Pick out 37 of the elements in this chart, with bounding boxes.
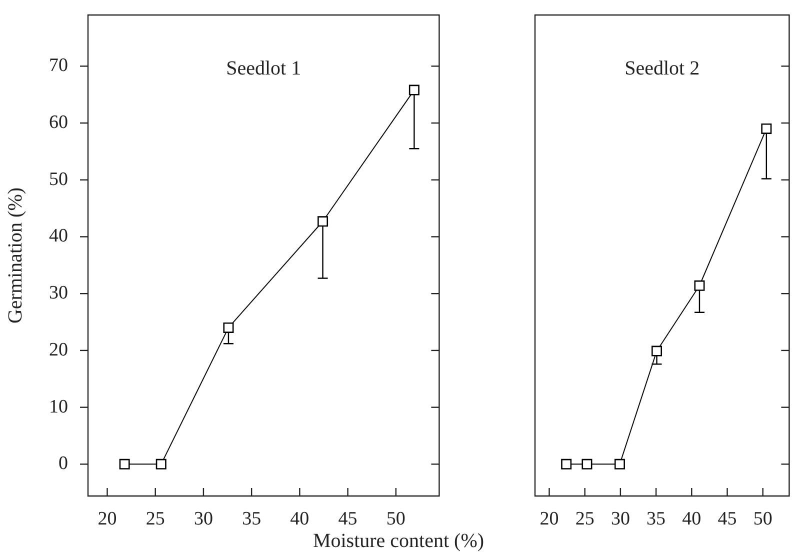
x-tick-label: 40 bbox=[682, 508, 702, 530]
x-tick-label: 40 bbox=[290, 508, 310, 530]
point bbox=[156, 458, 166, 470]
point bbox=[652, 346, 662, 356]
x-tick-label: 25 bbox=[146, 508, 165, 530]
text: Seedlot 2 bbox=[624, 57, 700, 80]
x-tick-label: 25 bbox=[575, 508, 594, 530]
x-tick-label: 20 bbox=[540, 508, 559, 530]
y-axis-title: Germination (%) bbox=[4, 187, 26, 324]
x-tick-label: 45 bbox=[338, 508, 358, 530]
point bbox=[761, 123, 772, 134]
x-tick-label: 35 bbox=[646, 508, 666, 530]
x-tick-label: 45 bbox=[718, 508, 737, 530]
point bbox=[408, 84, 420, 96]
x-axis-title: Moisture content (%) bbox=[312, 530, 486, 553]
point bbox=[614, 458, 625, 470]
y-tick-label: 70 bbox=[49, 55, 68, 76]
point bbox=[318, 216, 328, 227]
y-tick-label: 30 bbox=[49, 282, 68, 304]
x-tick-label: 50 bbox=[753, 508, 772, 530]
y-tick-label: 10 bbox=[49, 396, 68, 418]
text: Seedlot 1 bbox=[226, 57, 302, 80]
point bbox=[582, 458, 592, 470]
point bbox=[223, 322, 234, 333]
x-tick-label: 30 bbox=[194, 508, 213, 530]
y-tick-label: 60 bbox=[49, 112, 68, 134]
x-tick-label: 30 bbox=[610, 508, 630, 530]
point bbox=[119, 458, 130, 470]
x-tick-label: 20 bbox=[98, 508, 117, 530]
x-tick-label: 50 bbox=[386, 508, 406, 530]
y-tick-label: 20 bbox=[49, 339, 68, 360]
point bbox=[694, 280, 705, 291]
x-tick-label: 35 bbox=[242, 508, 262, 530]
y-tick-label: 50 bbox=[49, 168, 68, 190]
y-tick-label: 40 bbox=[49, 226, 68, 247]
point bbox=[561, 458, 572, 470]
y-tick-label: 0 bbox=[58, 453, 68, 474]
